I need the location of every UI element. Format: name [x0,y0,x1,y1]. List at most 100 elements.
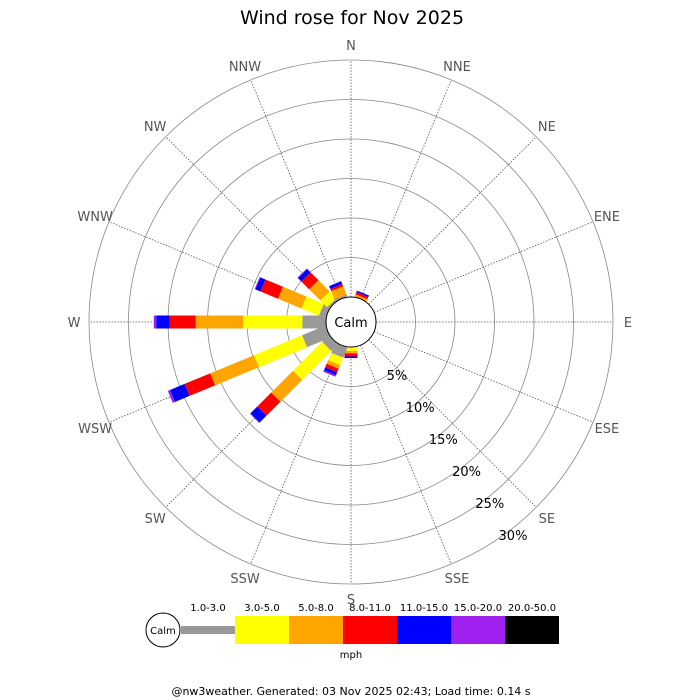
legend-calm-circle [145,612,181,648]
bar-segment-wsw-1 [253,335,308,368]
bar-segment-ssw-1 [328,352,344,366]
direction-label-nw: NW [144,120,167,135]
bar-segment-nw-1 [320,291,337,308]
bar-segment-nw-3 [301,272,319,290]
direction-label-e: E [624,316,632,331]
bar-segment-ssw-2 [326,360,341,369]
direction-label-wnw: WNW [77,210,113,225]
bar-segment-sw-1 [292,341,332,381]
bar-segment-wsw-3 [184,373,216,396]
bar-segment-wnw-2 [277,286,307,309]
spoke-ssw [250,344,342,565]
bar-segment-wnw-4 [255,277,266,292]
bar-segment-nnw-3 [330,284,344,292]
grid-ring-5 [128,99,574,545]
bar-segment-sw-4 [250,406,267,423]
bar-segment-w-5 [153,315,157,329]
spoke-nnw [250,79,342,300]
legend: Calm mph 1.0-3.0 3.0-5.0 5.0-8.0 8.0-11.0 11… [145,603,559,661]
direction-label-w: W [68,316,81,331]
spoke-ene [373,221,594,313]
legend-swatch-3 [343,616,397,644]
bar-segment-s-1 [344,347,358,351]
bar-s [344,347,358,359]
bar-segment-nnw-2 [331,286,347,300]
bar-segment-s-4 [344,356,358,359]
ring-label-6: 30% [499,529,528,544]
bar-segment-w-3 [169,315,196,329]
legend-swatch-0 [181,626,235,634]
chart-title: Wind rose for Nov 2025 [240,7,464,29]
direction-label-ssw: SSW [230,572,260,587]
bar-segment-s-2 [344,350,358,354]
direction-label-n: N [346,39,356,54]
legend-swatch-2 [289,616,343,644]
ring-label-2: 10% [406,401,435,416]
direction-label-ne: NE [538,120,556,135]
direction-label-ene: ENE [594,210,620,225]
ring-label-1: 5% [387,369,408,384]
bar-segment-nne-3 [355,292,369,300]
bar-segment-nne-4 [356,290,369,298]
bar-segment-ssw-3 [325,363,339,373]
direction-label-s: S [347,593,355,608]
direction-label-nnw: NNW [229,60,261,75]
bar-segment-w-4 [156,315,170,329]
bar-segment-s-3 [344,353,358,357]
bar-segment-wsw-5 [167,389,175,403]
bar-segment-wnw-5 [254,277,261,290]
bar-segment-nw-4 [298,269,311,282]
direction-label-wsw: WSW [78,422,112,437]
bar-segment-ssw-4 [323,367,338,376]
bar-nnw [329,281,348,302]
calm-circle-group: Calm [325,296,377,348]
bar-segment-wsw-4 [169,383,190,402]
legend-bin-label-5: 15.0-20.0 [454,603,502,614]
bar-segment-nnw-0 [334,294,348,302]
ring-label-5: 25% [475,497,504,512]
legend-bin-label-4: 11.0-15.0 [400,603,448,614]
direction-label-nne: NNE [443,60,471,75]
spoke-sse [360,344,452,565]
bar-segment-w-1 [243,315,303,329]
bar-segment-w-0 [302,315,326,329]
bar-segment-ssw-5 [323,370,336,377]
spoke-nne [360,79,452,300]
bar-segment-wsw-2 [210,355,259,386]
bar-sw [249,335,338,424]
bar-segment-sw-5 [249,413,260,424]
ring-labels: 5% 10% 15% 20% 25% 30% [387,369,528,544]
ring-label-3: 15% [429,433,458,448]
spoke-se [368,339,537,508]
bar-w [153,315,326,329]
bar-segment-wnw-3 [260,279,283,299]
wind-bars [153,268,369,424]
footer-text: @nw3weather. Generated: 03 Nov 2025 02:4… [171,685,530,698]
legend-bin-label-2: 5.0-8.0 [298,603,333,614]
legend-swatch-4 [397,616,451,644]
grid-ring-6 [88,59,614,585]
direction-label-se: SE [539,512,555,527]
bar-segment-nw-2 [309,280,330,301]
direction-label-sw: SW [145,512,166,527]
calm-circle [325,296,377,348]
spoke-ne [368,136,537,305]
ring-label-4: 20% [452,465,481,480]
calm-label: Calm [334,316,367,331]
bar-segment-sw-3 [257,392,281,416]
legend-swatch-1 [235,616,289,644]
legend-bin-label-3: 8.0-11.0 [349,603,391,614]
legend-bin-label-0: 1.0-3.0 [190,603,225,614]
legend-swatch-5 [451,616,505,644]
polar-grid: N NNE NE ENE E ESE SE SSE S SSW SW WSW W WNW NW NNW [68,39,633,608]
bar-nne [354,290,369,302]
bar-segment-nnw-4 [329,281,343,289]
bar-segment-wsw-0 [302,325,331,348]
bar-segment-w-2 [195,315,244,329]
direction-label-ese: ESE [595,422,620,437]
bar-segment-nw-5 [297,268,308,279]
legend-bin-label-1: 3.0-5.0 [244,603,279,614]
spoke-ese [373,331,594,423]
direction-label-sse: SSE [445,572,470,587]
